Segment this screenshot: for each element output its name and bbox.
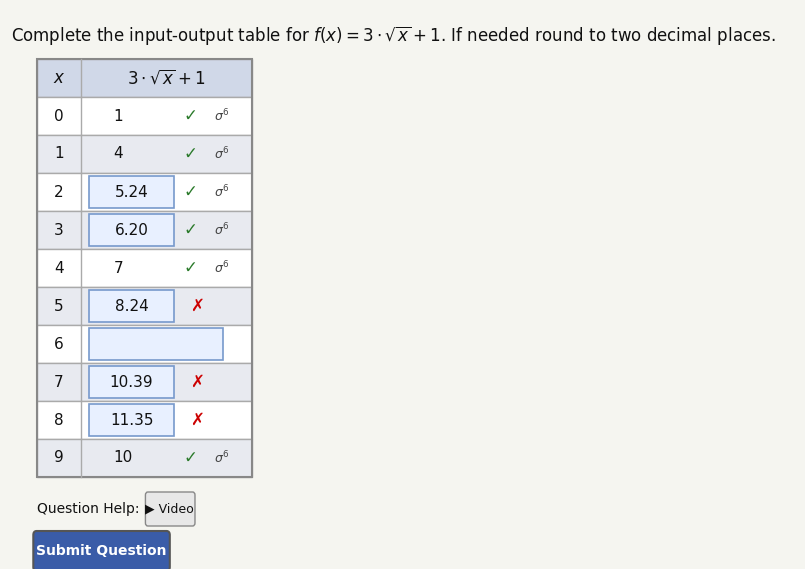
Text: $3 \cdot \sqrt{x} + 1$: $3 \cdot \sqrt{x} + 1$ (127, 69, 206, 87)
Text: $\sigma^6$: $\sigma^6$ (214, 259, 229, 277)
Text: 7: 7 (54, 374, 64, 390)
Text: Question Help:: Question Help: (36, 502, 139, 516)
Text: ✗: ✗ (191, 373, 204, 391)
Text: 6: 6 (54, 336, 64, 352)
FancyBboxPatch shape (36, 401, 252, 439)
FancyBboxPatch shape (36, 325, 252, 363)
Text: ▶ Video: ▶ Video (146, 502, 194, 516)
FancyBboxPatch shape (89, 215, 174, 246)
Text: 8: 8 (54, 413, 64, 427)
FancyBboxPatch shape (36, 439, 252, 477)
FancyBboxPatch shape (36, 249, 252, 287)
Text: $\sigma^6$: $\sigma^6$ (214, 146, 229, 162)
Text: 0: 0 (54, 109, 64, 123)
Text: $\sigma^6$: $\sigma^6$ (214, 184, 229, 200)
Text: 1: 1 (54, 146, 64, 162)
Text: 10.39: 10.39 (109, 374, 154, 390)
Text: ✗: ✗ (191, 297, 204, 315)
FancyBboxPatch shape (36, 59, 252, 97)
Text: $\sigma^6$: $\sigma^6$ (214, 108, 229, 124)
FancyBboxPatch shape (33, 531, 170, 569)
FancyBboxPatch shape (89, 290, 174, 321)
Text: 3: 3 (54, 222, 64, 237)
Text: 6.20: 6.20 (114, 222, 149, 237)
Text: 8.24: 8.24 (115, 299, 148, 314)
Text: $\sigma^6$: $\sigma^6$ (214, 450, 229, 467)
Text: $x$: $x$ (52, 69, 65, 87)
Text: ✓: ✓ (184, 221, 198, 239)
FancyBboxPatch shape (89, 328, 223, 360)
FancyBboxPatch shape (36, 287, 252, 325)
FancyBboxPatch shape (36, 363, 252, 401)
FancyBboxPatch shape (89, 176, 174, 208)
Text: 4: 4 (114, 146, 123, 162)
FancyBboxPatch shape (89, 366, 174, 398)
Text: Submit Question: Submit Question (36, 544, 167, 558)
Text: ✗: ✗ (191, 411, 204, 429)
Text: ✓: ✓ (184, 145, 198, 163)
Text: 10: 10 (114, 451, 133, 465)
FancyBboxPatch shape (89, 405, 174, 436)
Text: 9: 9 (54, 451, 64, 465)
FancyBboxPatch shape (36, 135, 252, 173)
Text: 5: 5 (54, 299, 64, 314)
Text: 1: 1 (114, 109, 123, 123)
Text: 7: 7 (114, 261, 123, 275)
Text: 2: 2 (54, 184, 64, 200)
Text: ✓: ✓ (184, 259, 198, 277)
Text: $\sigma^6$: $\sigma^6$ (214, 222, 229, 238)
FancyBboxPatch shape (36, 97, 252, 135)
Text: ✓: ✓ (184, 183, 198, 201)
Text: 4: 4 (54, 261, 64, 275)
Text: ✓: ✓ (184, 449, 198, 467)
Text: Complete the input-output table for $f(x) = 3 \cdot \sqrt{x} + 1$. If needed rou: Complete the input-output table for $f(x… (10, 24, 775, 47)
Text: ✓: ✓ (184, 107, 198, 125)
Text: 5.24: 5.24 (115, 184, 148, 200)
FancyBboxPatch shape (36, 173, 252, 211)
FancyBboxPatch shape (36, 211, 252, 249)
FancyBboxPatch shape (146, 492, 195, 526)
Text: 11.35: 11.35 (109, 413, 154, 427)
